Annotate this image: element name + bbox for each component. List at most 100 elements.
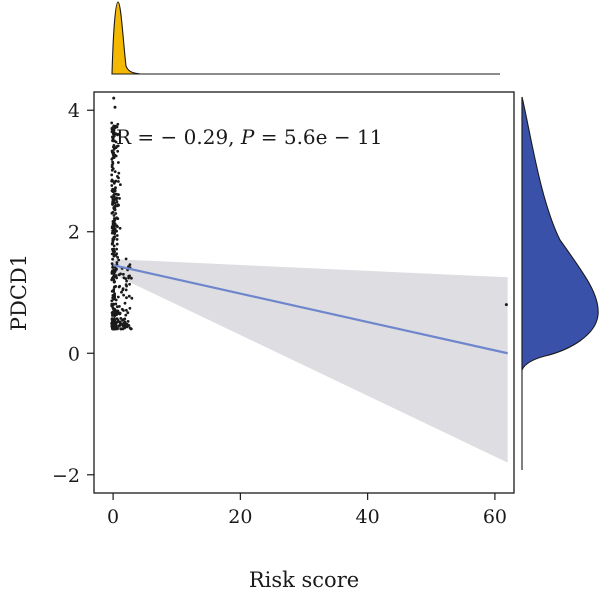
scatter-point [110, 173, 114, 177]
scatter-point [113, 170, 117, 174]
scatter-point [111, 313, 115, 317]
y-tick-label: −2 [52, 465, 80, 487]
scatter-point [124, 313, 128, 317]
scatter-point [113, 227, 117, 231]
scatter-point [118, 321, 122, 325]
scatter-point [110, 262, 114, 265]
scatter-point [114, 323, 117, 327]
scatter-point [113, 285, 117, 289]
scatter-point [125, 308, 128, 312]
y-axis-title: PDCD1 [7, 254, 31, 331]
scatter-point [111, 296, 115, 300]
scatter-point [111, 160, 114, 164]
scatter-point [115, 224, 119, 228]
scatter-point [123, 320, 127, 324]
scatter-point [111, 187, 115, 191]
scatter-point [113, 230, 117, 234]
scatter-point [504, 303, 508, 307]
scatter-point [111, 202, 114, 206]
confidence-band-layer [113, 259, 508, 463]
scatter-point [116, 256, 119, 259]
scatter-point [112, 253, 116, 257]
scatter-point [117, 161, 120, 164]
scatter-point [110, 317, 114, 321]
scatter-point [111, 132, 115, 136]
scatter-point [110, 320, 114, 324]
scatter-point [123, 317, 127, 321]
scatter-point [127, 294, 131, 298]
scatter-point [113, 307, 116, 311]
scatter-point [115, 216, 119, 220]
scatter-point [127, 324, 131, 327]
scatter-point [111, 139, 114, 143]
x-tick-label: 60 [483, 506, 507, 528]
scatter-point [125, 279, 128, 283]
scatter-point [115, 305, 119, 309]
x-tick-label: 0 [107, 506, 119, 528]
scatter-point [112, 214, 116, 217]
scatter-point [113, 294, 116, 297]
scatter-point [122, 272, 125, 276]
scatter-point [110, 195, 114, 199]
scatter-point [112, 217, 116, 220]
scatter-point [113, 105, 117, 109]
scatter-point [113, 222, 117, 226]
scatter-point [124, 288, 128, 292]
scatter-point [123, 324, 127, 327]
scatter-point [130, 276, 133, 280]
scatter-point [116, 320, 120, 324]
scatter-point [121, 287, 125, 290]
scatter-point [110, 211, 114, 215]
scatter-point [116, 122, 120, 126]
scatter-point [119, 183, 122, 187]
scatter-point [117, 258, 121, 262]
y-tick-label: 4 [68, 100, 80, 122]
x-tick-label: 20 [228, 506, 252, 528]
plot-frame [93, 91, 515, 494]
scatter-point [126, 320, 130, 323]
y-axis-ticks: 4 2 0 −2 [52, 100, 94, 487]
scatter-point [118, 311, 122, 315]
scatter-point [129, 327, 133, 331]
scatter-point [111, 249, 115, 253]
scatter-point [118, 323, 122, 327]
scatter-point [115, 313, 118, 317]
scatter-point [115, 125, 119, 129]
top-density-curve [111, 1, 141, 75]
scatter-point [128, 306, 132, 310]
scatter-point [115, 261, 119, 264]
scatter-point [123, 301, 127, 305]
regression-line-layer [112, 264, 508, 355]
scatter-point [112, 198, 116, 202]
scatter-point [118, 305, 121, 308]
annotation-p-symbol: P [240, 125, 255, 149]
scatter-point [124, 257, 128, 261]
scatter-point [118, 284, 122, 288]
scatter-point [114, 186, 117, 190]
scatter-point [110, 127, 114, 131]
scatter-point [115, 242, 119, 246]
scatter-point [110, 299, 114, 303]
x-tick-label: 40 [356, 506, 380, 528]
annotation-suffix: = 5.6e − 11 [254, 125, 382, 149]
scatter-point [130, 296, 134, 300]
scatter-point [110, 289, 114, 293]
regression-line [112, 264, 508, 355]
scatter-point [110, 130, 114, 134]
x-axis-ticks: 0 20 40 60 [107, 493, 507, 528]
scatter-point [112, 270, 115, 273]
scatter-point [111, 151, 114, 155]
points-layer [110, 96, 508, 331]
scatter-point [117, 203, 120, 207]
scatter-point [115, 234, 119, 237]
scatter-point [115, 145, 119, 148]
scatter-point [115, 238, 119, 241]
scatter-point [116, 295, 120, 299]
scatter-point [113, 318, 117, 322]
scatter-point [115, 247, 118, 251]
scatter-point [112, 327, 116, 331]
scatter-point [115, 317, 119, 320]
scatter-point [122, 293, 125, 297]
scatter-point [125, 296, 128, 300]
right-density-plot [521, 96, 599, 470]
